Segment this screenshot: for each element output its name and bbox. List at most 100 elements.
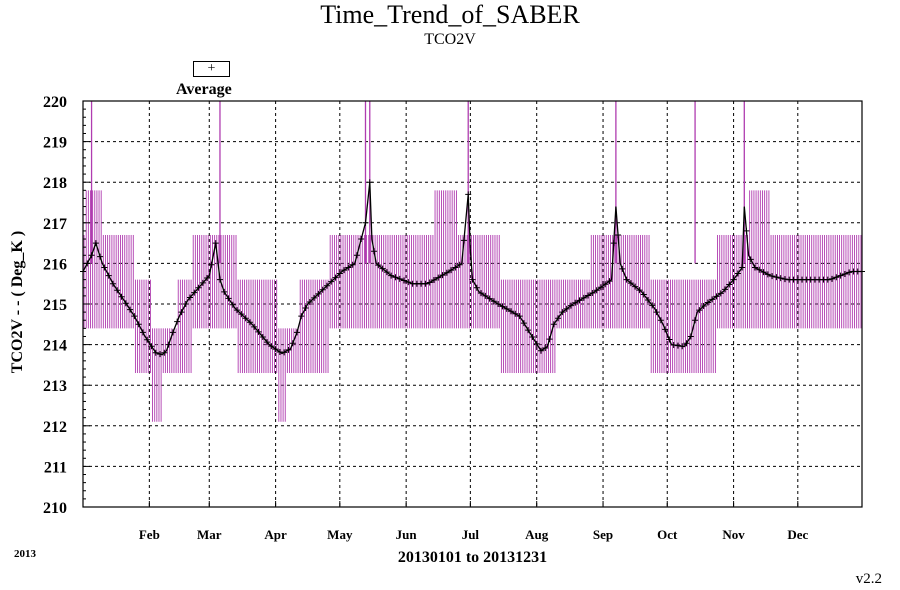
- average-point-marker: [692, 317, 699, 324]
- average-point-marker: [589, 290, 596, 297]
- average-point-marker: [139, 329, 146, 336]
- average-point-marker: [208, 261, 215, 268]
- average-point-marker: [229, 301, 236, 308]
- x-tick-label: Mar: [197, 527, 222, 542]
- average-point-marker: [366, 179, 373, 186]
- average-point-marker: [704, 299, 711, 306]
- average-point-marker: [345, 264, 352, 271]
- x-tick-label: Oct: [657, 527, 678, 542]
- average-point-marker: [486, 295, 493, 302]
- average-point-marker: [610, 240, 617, 247]
- average-point-marker: [353, 252, 360, 259]
- average-point-marker: [109, 280, 116, 287]
- x-tick-label: Apr: [264, 527, 287, 542]
- average-point-marker: [734, 270, 741, 277]
- average-point-marker: [144, 336, 151, 343]
- average-point-marker: [773, 274, 780, 281]
- average-point-marker: [289, 340, 296, 347]
- average-point-marker: [473, 284, 480, 291]
- average-point-marker: [152, 349, 159, 356]
- average-point-marker: [546, 336, 553, 343]
- average-point-marker: [195, 284, 202, 291]
- x-axis-label: 20130101 to 20131231: [397, 549, 548, 566]
- average-point-marker: [520, 320, 527, 327]
- average-point-marker: [563, 305, 570, 312]
- average-point-marker: [328, 278, 335, 285]
- y-tick-label: 214: [43, 338, 67, 355]
- y-tick-label: 219: [43, 135, 67, 152]
- legend-label: Average: [176, 81, 232, 98]
- average-point-marker: [585, 292, 592, 299]
- average-point-marker: [760, 269, 767, 276]
- y-tick-label: 215: [43, 297, 67, 314]
- average-point-marker: [392, 274, 399, 281]
- average-point-marker: [460, 237, 467, 244]
- average-point-marker: [169, 329, 176, 336]
- average-point-marker: [542, 344, 549, 351]
- average-point-marker: [555, 315, 562, 322]
- average-point-marker: [674, 342, 681, 349]
- average-point-marker: [490, 298, 497, 305]
- legend-marker: +: [207, 61, 216, 76]
- average-point-marker: [375, 262, 382, 269]
- average-point-marker: [242, 315, 249, 322]
- average-point-marker: [508, 308, 515, 315]
- x-tick-label: Dec: [787, 527, 808, 542]
- average-point-marker: [298, 313, 305, 320]
- average-point-marker: [653, 309, 660, 316]
- average-point-marker: [383, 269, 390, 276]
- average-point-marker: [306, 298, 313, 305]
- y-tick-label: 220: [43, 94, 67, 111]
- average-point-marker: [525, 327, 532, 334]
- average-point-marker: [529, 334, 536, 341]
- average-point-marker: [726, 281, 733, 288]
- average-point-marker: [627, 280, 634, 287]
- average-point-marker: [358, 236, 365, 243]
- average-point-marker: [576, 297, 583, 304]
- x-tick-label: Sep: [593, 527, 613, 542]
- average-point-marker: [456, 261, 463, 268]
- average-point-marker: [430, 277, 437, 284]
- average-point-marker: [636, 287, 643, 294]
- average-point-marker: [388, 272, 395, 279]
- average-point-marker: [777, 275, 784, 282]
- average-point-marker: [439, 272, 446, 279]
- average-point-marker: [285, 346, 292, 353]
- average-point-marker: [148, 343, 155, 350]
- average-point-marker: [666, 336, 673, 343]
- average-point-marker: [670, 341, 677, 348]
- average-point-marker: [696, 307, 703, 314]
- y-tick-label: 217: [43, 216, 67, 233]
- average-point-marker: [405, 279, 412, 286]
- average-point-marker: [730, 276, 737, 283]
- average-point-marker: [422, 280, 429, 287]
- average-point-marker: [187, 294, 194, 301]
- average-point-marker: [246, 319, 253, 326]
- average-point-marker: [593, 287, 600, 294]
- average-point-marker: [443, 269, 450, 276]
- average-point-marker: [118, 293, 125, 300]
- average-point-marker: [841, 270, 848, 277]
- average-point-marker: [332, 274, 339, 281]
- average-point-marker: [495, 301, 502, 307]
- average-point-marker: [341, 267, 348, 274]
- average-point-marker: [336, 270, 343, 277]
- average-point-marker: [178, 309, 185, 316]
- average-point-marker: [615, 231, 622, 238]
- average-point-marker: [268, 343, 275, 350]
- average-point-marker: [216, 276, 223, 283]
- average-point-marker: [349, 261, 356, 268]
- average-point-marker: [516, 313, 523, 320]
- average-point-marker: [88, 252, 95, 259]
- average-point-marker: [824, 276, 831, 283]
- average-point-marker: [833, 274, 840, 281]
- average-point-marker: [272, 346, 279, 353]
- average-point-marker: [371, 248, 378, 255]
- version-label: v2.2: [855, 571, 882, 587]
- average-point-marker: [602, 281, 609, 288]
- average-point-marker: [199, 279, 206, 286]
- average-point-marker: [251, 323, 258, 330]
- average-point-marker: [482, 292, 489, 299]
- average-point-marker: [503, 305, 510, 312]
